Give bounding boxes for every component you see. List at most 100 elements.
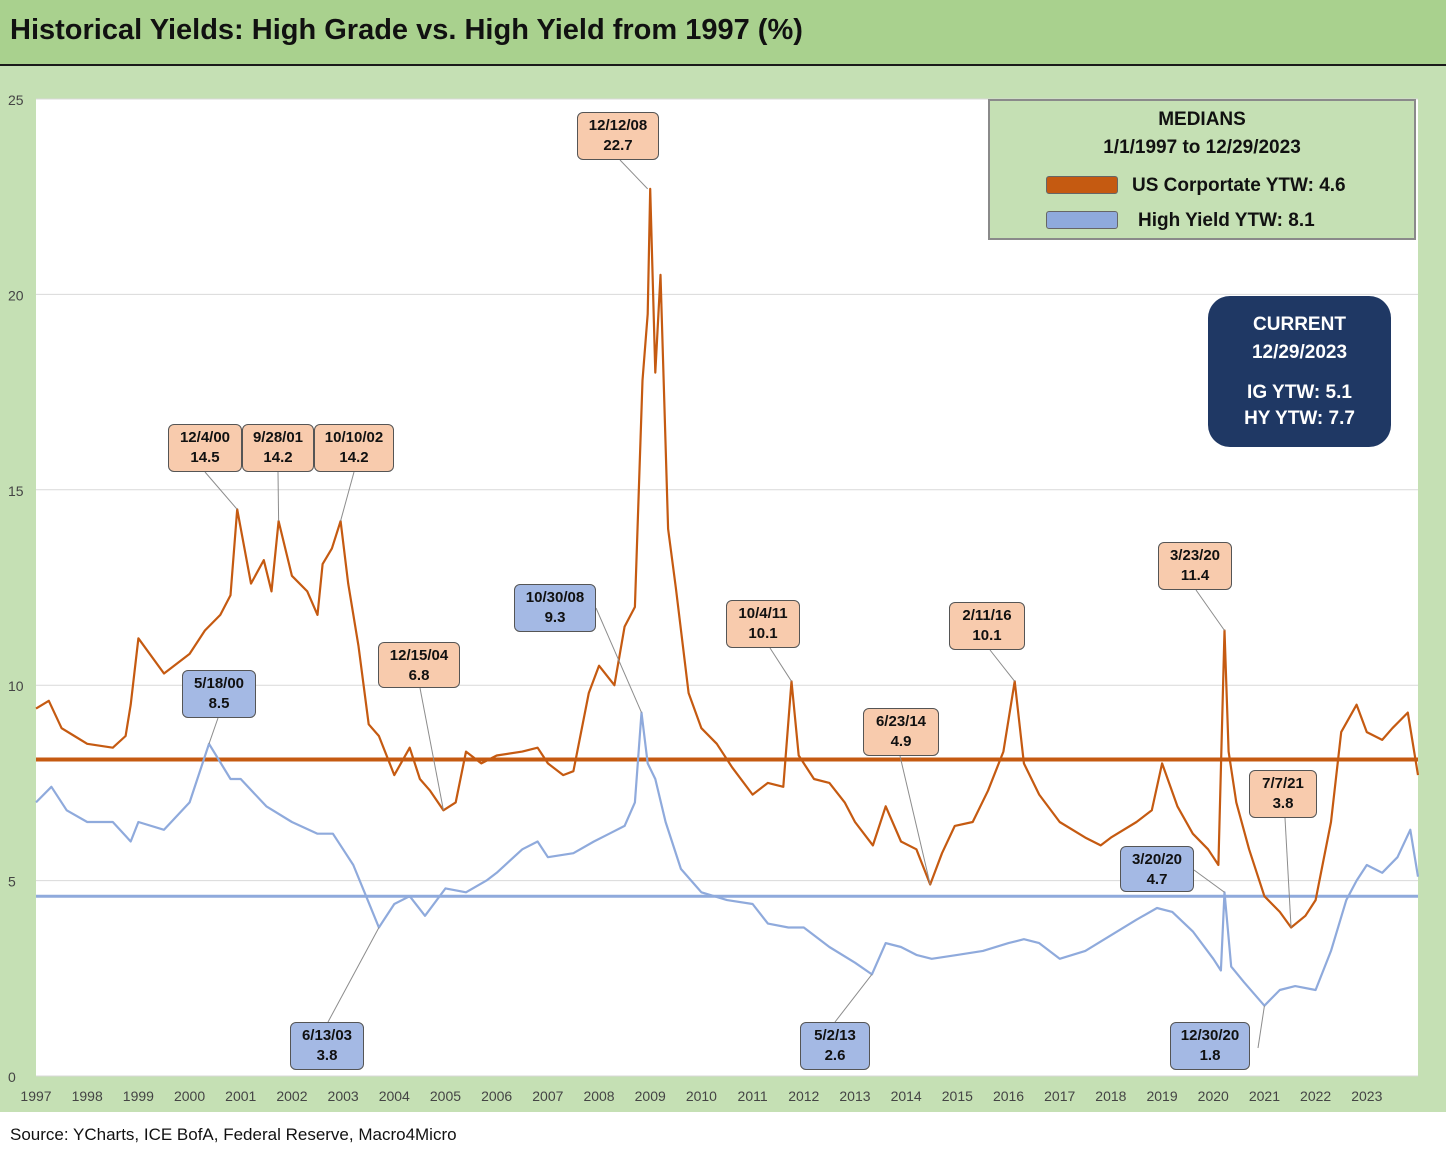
callout-date: 6/23/14 <box>875 713 927 730</box>
y-tick-label: 20 <box>8 287 24 303</box>
callout-ig-2014: 6/23/14 4.9 <box>863 708 939 756</box>
x-tick-label: 2016 <box>993 1088 1024 1104</box>
callout-ig-2001: 9/28/01 14.2 <box>242 424 314 472</box>
callout-date: 2/11/16 <box>962 607 1012 624</box>
callout-value: 2.6 <box>824 1047 846 1064</box>
callout-hy-2013: 5/2/13 2.6 <box>800 1022 870 1070</box>
y-tick-label: 15 <box>8 483 24 499</box>
x-tick-label: 2013 <box>839 1088 870 1104</box>
callout-leader <box>1193 869 1225 893</box>
current-box: CURRENT 12/29/2023 IG YTW: 5.1 HY YTW: 7… <box>1208 296 1391 447</box>
callout-leader <box>595 607 642 713</box>
x-tick-label: 2001 <box>225 1088 256 1104</box>
x-tick-label: 2000 <box>174 1088 205 1104</box>
legend-label-hy: High Yield YTW: 8.1 <box>1138 210 1315 231</box>
callout-date: 5/2/13 <box>814 1027 856 1044</box>
legend-swatch-hy <box>1046 211 1118 229</box>
series-line-us-corporate-ytw <box>35 711 1420 1007</box>
callout-value: 1.8 <box>1199 1047 1221 1064</box>
medians-box: MEDIANS 1/1/1997 to 12/29/2023 US Corpor… <box>988 99 1416 240</box>
callout-date: 12/30/20 <box>1180 1027 1240 1044</box>
legend-label-ig: US Corportate YTW: 4.6 <box>1132 175 1346 196</box>
x-tick-label: 2015 <box>942 1088 973 1104</box>
callout-value: 4.9 <box>890 733 912 750</box>
callout-value: 6.8 <box>408 667 430 684</box>
callout-leader <box>340 471 355 522</box>
medians-period: 1/1/1997 to 12/29/2023 <box>1103 137 1301 158</box>
callout-date: 12/4/00 <box>179 429 231 446</box>
series-line-high-yield-ytw <box>35 187 1420 929</box>
callout-ig-2020: 3/23/20 11.4 <box>1158 542 1232 590</box>
current-hy: HY YTW: 7.7 <box>1244 408 1355 429</box>
callout-date: 12/15/04 <box>389 647 449 664</box>
x-tick-label: 2004 <box>379 1088 410 1104</box>
x-tick-label: 2011 <box>738 1088 768 1104</box>
x-tick-label: 2014 <box>891 1088 922 1104</box>
callout-hy-2000: 5/18/00 8.5 <box>182 670 256 718</box>
callout-value: 3.8 <box>1272 795 1294 812</box>
y-tick-label: 5 <box>8 874 16 890</box>
callout-value: 22.7 <box>603 137 633 154</box>
callout-ig-2008: 12/12/08 22.7 <box>577 112 659 160</box>
callout-leader <box>1284 817 1292 928</box>
x-tick-label: 2008 <box>583 1088 614 1104</box>
x-tick-label: 2002 <box>276 1088 307 1104</box>
y-tick-label: 10 <box>8 678 24 694</box>
callout-leader <box>1195 589 1225 631</box>
x-tick-label: 2006 <box>481 1088 512 1104</box>
x-tick-label: 2010 <box>686 1088 717 1104</box>
callout-leader <box>204 471 238 510</box>
x-tick-label: 2019 <box>1146 1088 1177 1104</box>
callout-leader <box>619 159 649 190</box>
callout-date: 7/7/21 <box>1262 775 1304 792</box>
x-tick-label: 1998 <box>72 1088 103 1104</box>
legend-swatch-ig <box>1046 176 1118 194</box>
x-tick-label: 2017 <box>1044 1088 1075 1104</box>
x-tick-label: 2020 <box>1198 1088 1229 1104</box>
callout-hy-2020-dec: 12/30/20 1.8 <box>1170 1022 1250 1070</box>
callout-value: 11.4 <box>1180 567 1210 584</box>
callout-leader <box>327 927 380 1023</box>
x-tick-label: 1999 <box>123 1088 154 1104</box>
x-tick-label: 1997 <box>20 1088 51 1104</box>
callout-date: 10/4/11 <box>738 605 788 622</box>
callout-leader <box>834 974 873 1023</box>
current-ig: IG YTW: 5.1 <box>1247 382 1352 403</box>
callout-date: 12/12/08 <box>588 117 648 134</box>
callout-date: 9/28/01 <box>252 429 304 446</box>
callout-date: 10/10/02 <box>324 429 384 446</box>
callout-leader <box>208 717 219 744</box>
x-tick-label: 2021 <box>1249 1088 1280 1104</box>
callout-date: 6/13/03 <box>301 1027 353 1044</box>
callout-hy-2003: 6/13/03 3.8 <box>290 1022 364 1070</box>
x-tick-label: 2009 <box>635 1088 666 1104</box>
callout-ig-2021: 7/7/21 3.8 <box>1249 770 1317 818</box>
current-date: 12/29/2023 <box>1251 342 1348 363</box>
callout-leader <box>1257 1005 1265 1049</box>
callout-value: 8.5 <box>208 695 230 712</box>
x-tick-label: 2022 <box>1300 1088 1331 1104</box>
callout-leader <box>769 647 792 682</box>
y-tick-label: 25 <box>8 92 24 108</box>
title-bar: Historical Yields: High Grade vs. High Y… <box>0 0 1446 66</box>
callout-ig-2000: 12/4/00 14.5 <box>168 424 242 472</box>
y-tick-label: 0 <box>8 1069 16 1085</box>
callout-value: 10.1 <box>748 625 778 642</box>
callout-value: 3.8 <box>316 1047 338 1064</box>
callout-value: 14.2 <box>339 449 369 466</box>
x-tick-label: 2005 <box>430 1088 461 1104</box>
x-tick-label: 2023 <box>1351 1088 1382 1104</box>
callout-hy-2020: 3/20/20 4.7 <box>1120 846 1194 892</box>
callout-ig-2002: 10/10/02 14.2 <box>314 424 394 472</box>
callout-ig-2011: 10/4/11 10.1 <box>726 600 800 648</box>
source-note: Source: YCharts, ICE BofA, Federal Reser… <box>10 1125 457 1144</box>
x-tick-label: 2003 <box>328 1088 359 1104</box>
callout-date: 5/18/00 <box>193 675 245 692</box>
x-tick-label: 2012 <box>788 1088 819 1104</box>
callout-date: 3/20/20 <box>1131 851 1183 868</box>
callout-date: 3/23/20 <box>1169 547 1221 564</box>
callout-ig-2004: 12/15/04 6.8 <box>378 642 460 688</box>
callout-date: 10/30/08 <box>525 589 585 606</box>
x-tick-label: 2007 <box>532 1088 563 1104</box>
medians-title: MEDIANS <box>1158 109 1246 130</box>
